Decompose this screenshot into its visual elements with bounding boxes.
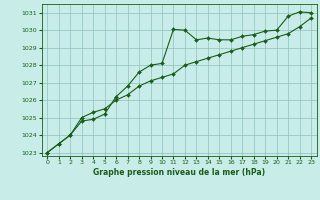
X-axis label: Graphe pression niveau de la mer (hPa): Graphe pression niveau de la mer (hPa) bbox=[93, 168, 265, 177]
